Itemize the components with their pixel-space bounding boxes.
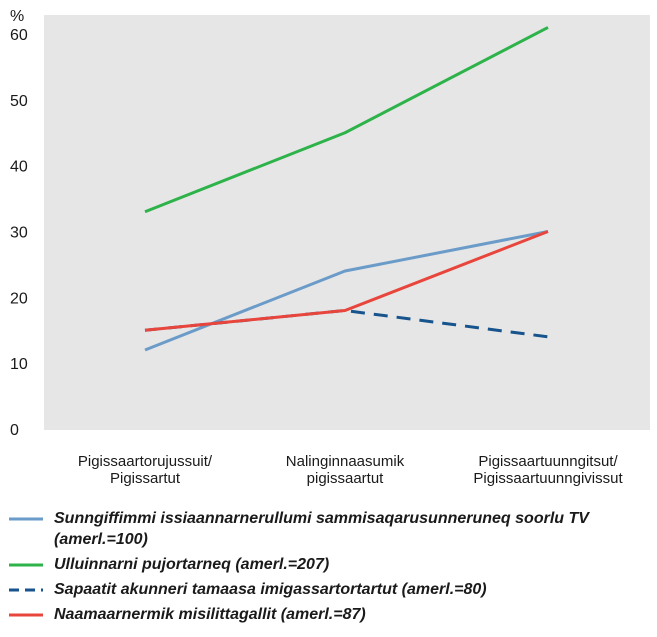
legend-item: Ulluinnarni pujortarneq (amerl.=207) [8, 554, 648, 575]
x-category-label: Pigissaartuunngivissut [473, 470, 623, 487]
y-tick-label: 0 [10, 422, 19, 439]
plot-area [44, 15, 650, 430]
y-tick-label: 10 [10, 356, 28, 373]
legend-label: Ulluinnarni pujortarneq (amerl.=207) [54, 556, 330, 573]
y-tick-label: 50 [10, 93, 28, 110]
legend: Sunngiffimmi issiaannarnerullumi sammisa… [8, 508, 648, 629]
x-category-label: Nalinginnaasumik [286, 453, 405, 470]
legend-swatch [8, 579, 44, 599]
y-tick-label: 60 [10, 27, 28, 44]
y-tick-label: 20 [10, 290, 28, 307]
x-category-label: pigissaartut [307, 470, 385, 487]
legend-label: Naamaarnermik misilittagallit (amerl.=87… [54, 606, 366, 623]
legend-swatch [8, 604, 44, 624]
legend-item: Naamaarnermik misilittagallit (amerl.=87… [8, 604, 648, 625]
legend-swatch [8, 554, 44, 574]
legend-swatch [8, 508, 44, 528]
y-tick-label: 40 [10, 159, 28, 176]
legend-item: Sapaatit akunneri tamaasa imigassartorta… [8, 579, 648, 600]
y-tick-label: 30 [10, 225, 28, 242]
series-line [144, 26, 549, 214]
chart: 0 10 20 30 40 50 60% Pigissaartorujussuit/Pigi… [10, 8, 650, 487]
x-category-label: Pigissartut [110, 470, 181, 487]
legend-label: Sunngiffimmi issiaannarnerullumi sammisa… [54, 510, 589, 548]
legend-item: Sunngiffimmi issiaannarnerullumi sammisa… [8, 508, 648, 550]
x-category-label: Pigissaartuunngitsut/ [478, 453, 618, 470]
legend-label: Sapaatit akunneri tamaasa imigassartorta… [54, 581, 487, 598]
series-line [144, 230, 549, 332]
y-axis-label: % [10, 8, 24, 25]
x-category-label: Pigissaartorujussuit/ [78, 453, 213, 470]
